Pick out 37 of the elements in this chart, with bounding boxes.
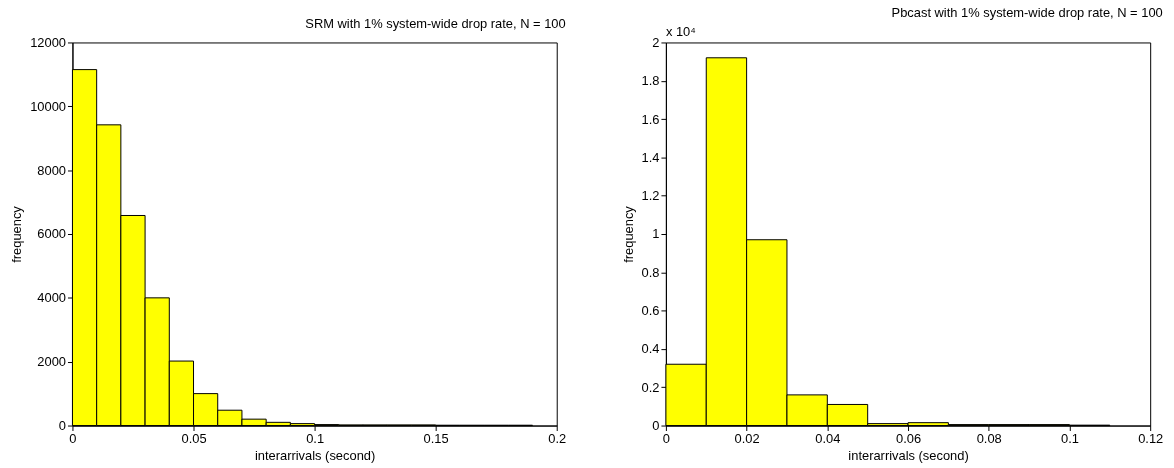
x-tick-label: 0.04: [815, 430, 841, 446]
x-axis-title: interarrivals (second): [848, 447, 969, 463]
y-axis-title: frequency: [9, 205, 25, 263]
x-tick-label: 0: [69, 430, 77, 446]
y-tick-label: 1.2: [641, 188, 660, 204]
x-tick-label: 0.06: [895, 430, 922, 446]
x-tick-label: 0: [662, 430, 670, 446]
y-tick-label: 4000: [37, 290, 66, 306]
chart-title: Pbcast with 1% system-wide drop rate, N = 100: [891, 4, 1163, 20]
x-tick-label: 0.1: [1061, 430, 1079, 446]
y-tick-label: 0: [652, 418, 660, 433]
y-tick-label: 6000: [37, 226, 66, 242]
y-tick-label: 0.4: [641, 341, 660, 357]
chart-title: SRM with 1% system-wide drop rate, N = 100: [305, 15, 566, 31]
x-tick-label: 0.15: [423, 430, 449, 446]
y-tick-label: 0.8: [641, 264, 660, 280]
y-tick-label: 2: [652, 34, 660, 50]
x-tick-label: 0.1: [306, 430, 325, 446]
y-axis-title: frequency: [620, 205, 636, 263]
x-tick-label: 0.08: [976, 430, 1002, 446]
y-tick-label: 0.6: [641, 303, 660, 319]
x-tick-label: 0.2: [548, 430, 567, 446]
y-tick-label: 1: [652, 226, 660, 242]
y-tick-label: 0: [58, 418, 66, 433]
x-tick-label: 0.02: [734, 430, 760, 446]
y-tick-label: 2000: [37, 354, 66, 370]
x-tick-label: 0.05: [181, 430, 207, 446]
y-tick-label: 8000: [37, 162, 66, 178]
x-tick-label: 0.12: [1138, 430, 1164, 446]
y-tick-label: 1.4: [641, 149, 660, 165]
y-tick-label: 1.8: [641, 73, 660, 89]
x-axis-title: interarrivals (second): [254, 447, 376, 463]
text: x 10⁴: [665, 23, 696, 39]
y-tick-label: 1.6: [641, 111, 660, 127]
y-tick-label: 0.2: [641, 379, 660, 395]
y-tick-label: 12000: [30, 34, 66, 50]
y-tick-label: 10000: [30, 98, 66, 114]
